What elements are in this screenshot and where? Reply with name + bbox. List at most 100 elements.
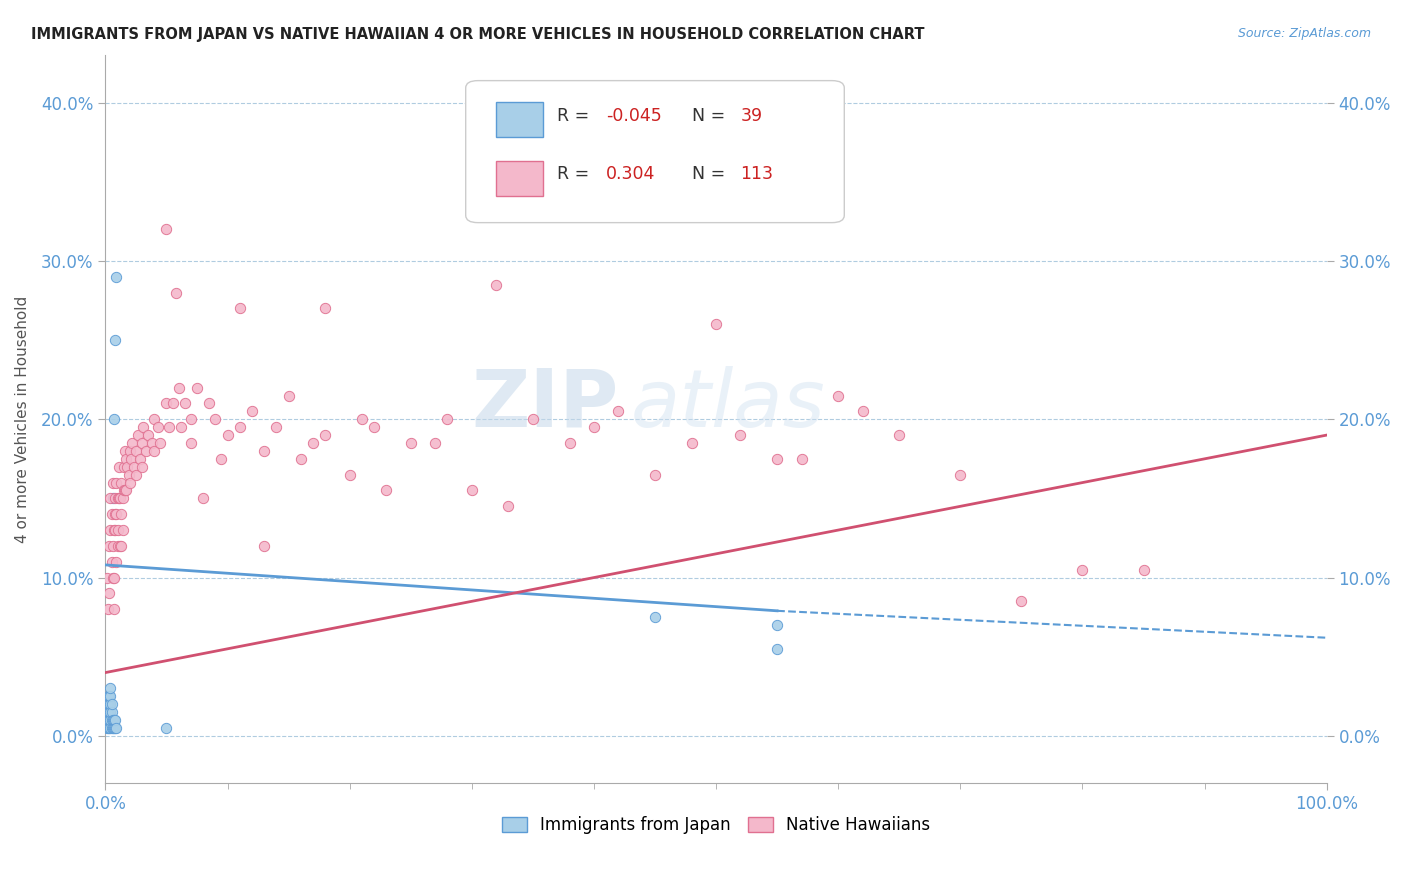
Point xyxy=(180,412,202,426)
Point xyxy=(97,721,120,735)
Point xyxy=(98,705,121,719)
Point xyxy=(155,222,177,236)
Point xyxy=(170,420,193,434)
Point xyxy=(97,705,120,719)
Point xyxy=(173,396,195,410)
Point xyxy=(146,420,169,434)
Point xyxy=(107,539,129,553)
Text: N =: N = xyxy=(692,106,730,125)
Point xyxy=(108,459,131,474)
Point xyxy=(108,491,131,506)
Point xyxy=(607,404,630,418)
Point xyxy=(766,451,789,466)
Y-axis label: 4 or more Vehicles in Household: 4 or more Vehicles in Household xyxy=(15,295,30,543)
Point xyxy=(149,436,172,450)
Point xyxy=(558,436,581,450)
Point xyxy=(209,451,232,466)
Point xyxy=(105,721,128,735)
Point xyxy=(198,396,221,410)
Point xyxy=(266,420,288,434)
Point xyxy=(98,690,121,704)
Point xyxy=(104,508,127,522)
Point xyxy=(120,451,142,466)
Point xyxy=(128,451,150,466)
Point xyxy=(112,459,135,474)
Point xyxy=(111,523,134,537)
Point xyxy=(100,721,122,735)
Point xyxy=(98,721,121,735)
Point xyxy=(98,713,121,727)
Point xyxy=(110,508,132,522)
Point xyxy=(143,412,166,426)
FancyBboxPatch shape xyxy=(496,103,543,137)
Point xyxy=(103,721,125,735)
Point xyxy=(96,713,118,727)
Text: 113: 113 xyxy=(741,165,773,183)
Point xyxy=(110,475,132,490)
Point xyxy=(98,705,121,719)
Point xyxy=(104,713,127,727)
Point xyxy=(114,483,136,498)
Point xyxy=(162,396,184,410)
Text: IMMIGRANTS FROM JAPAN VS NATIVE HAWAIIAN 4 OR MORE VEHICLES IN HOUSEHOLD CORRELA: IMMIGRANTS FROM JAPAN VS NATIVE HAWAIIAN… xyxy=(31,27,924,42)
Point xyxy=(105,508,128,522)
Text: R =: R = xyxy=(557,106,595,125)
FancyBboxPatch shape xyxy=(496,161,543,195)
Point xyxy=(118,444,141,458)
Point xyxy=(100,705,122,719)
Point xyxy=(766,618,789,632)
Point xyxy=(132,420,155,434)
Point xyxy=(730,428,752,442)
Point xyxy=(350,412,373,426)
Point xyxy=(1010,594,1032,608)
Point xyxy=(108,539,131,553)
Point xyxy=(229,301,252,316)
Point xyxy=(103,412,125,426)
Point xyxy=(104,523,127,537)
Point xyxy=(131,436,153,450)
Point xyxy=(105,269,128,284)
Point xyxy=(98,586,121,600)
Point xyxy=(107,523,129,537)
Point xyxy=(104,721,127,735)
Point xyxy=(98,690,121,704)
Point xyxy=(100,697,122,711)
Point xyxy=(96,705,118,719)
Point xyxy=(889,428,911,442)
Point xyxy=(112,483,135,498)
Point xyxy=(97,713,120,727)
Point xyxy=(96,721,118,735)
Point xyxy=(229,420,252,434)
Point xyxy=(121,436,143,450)
FancyBboxPatch shape xyxy=(465,80,844,223)
Point xyxy=(461,483,484,498)
Point xyxy=(98,697,121,711)
Point xyxy=(204,412,226,426)
Text: ZIP: ZIP xyxy=(471,366,619,443)
Point xyxy=(436,412,458,426)
Legend: Immigrants from Japan, Native Hawaiians: Immigrants from Japan, Native Hawaiians xyxy=(495,809,936,840)
Point xyxy=(98,697,121,711)
Point xyxy=(103,523,125,537)
Point xyxy=(115,451,138,466)
Point xyxy=(157,420,180,434)
Point xyxy=(125,467,148,482)
Point xyxy=(103,602,125,616)
Point xyxy=(136,428,159,442)
Point xyxy=(704,318,727,332)
Point xyxy=(103,571,125,585)
Point xyxy=(141,436,163,450)
Point xyxy=(98,539,121,553)
Point xyxy=(122,459,145,474)
Point xyxy=(97,690,120,704)
Point xyxy=(339,467,361,482)
Point xyxy=(143,444,166,458)
Point xyxy=(186,381,208,395)
Point xyxy=(852,404,875,418)
Point xyxy=(97,697,120,711)
Point xyxy=(135,444,157,458)
Point xyxy=(103,713,125,727)
Point xyxy=(375,483,398,498)
Point xyxy=(105,475,128,490)
Point xyxy=(105,555,128,569)
